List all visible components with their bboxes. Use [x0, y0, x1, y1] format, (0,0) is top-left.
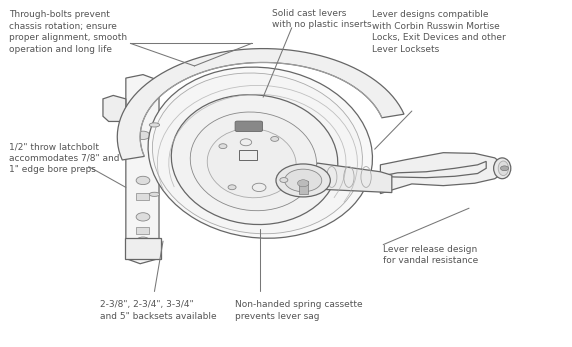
Ellipse shape — [494, 158, 511, 179]
Circle shape — [136, 95, 150, 103]
Text: Solid cast levers
with no plastic inserts: Solid cast levers with no plastic insert… — [272, 9, 371, 29]
Circle shape — [136, 237, 150, 245]
Text: Lever designs compatible
with Corbin Russwin Mortise
Locks, Exit Devices and oth: Lever designs compatible with Corbin Rus… — [372, 10, 506, 54]
Circle shape — [271, 136, 279, 141]
Ellipse shape — [498, 161, 509, 176]
Circle shape — [228, 185, 236, 190]
Circle shape — [136, 131, 150, 139]
Polygon shape — [303, 163, 392, 193]
Text: 2-3/8", 2-3/4", 3-3/4"
and 5" backsets available: 2-3/8", 2-3/4", 3-3/4" and 5" backsets a… — [100, 300, 217, 321]
Ellipse shape — [207, 128, 296, 198]
Polygon shape — [103, 95, 126, 121]
Circle shape — [297, 180, 309, 187]
FancyBboxPatch shape — [136, 193, 149, 200]
Polygon shape — [380, 153, 503, 194]
Circle shape — [219, 144, 227, 149]
Circle shape — [136, 213, 150, 221]
FancyBboxPatch shape — [125, 238, 161, 259]
FancyBboxPatch shape — [299, 181, 308, 194]
Ellipse shape — [276, 164, 331, 197]
Ellipse shape — [148, 67, 372, 238]
Ellipse shape — [190, 112, 316, 211]
Text: Non-handed spring cassette
prevents lever sag: Non-handed spring cassette prevents leve… — [235, 300, 362, 321]
Ellipse shape — [285, 169, 321, 192]
Circle shape — [280, 178, 288, 183]
FancyBboxPatch shape — [136, 227, 149, 234]
Text: 1/2" throw latchbolt
accommodates 7/8" and
1" edge bore preps: 1/2" throw latchbolt accommodates 7/8" a… — [9, 142, 119, 174]
Polygon shape — [126, 75, 159, 264]
FancyBboxPatch shape — [235, 121, 263, 132]
Ellipse shape — [152, 73, 363, 234]
Ellipse shape — [149, 123, 160, 127]
Polygon shape — [117, 49, 404, 160]
Text: Lever release design
for vandal resistance: Lever release design for vandal resistan… — [383, 245, 479, 265]
Ellipse shape — [149, 192, 160, 196]
Ellipse shape — [171, 95, 338, 225]
Circle shape — [500, 166, 509, 171]
Text: Through-bolts prevent
chassis rotation; ensure
proper alignment, smooth
operatio: Through-bolts prevent chassis rotation; … — [9, 10, 127, 54]
Circle shape — [136, 176, 150, 185]
